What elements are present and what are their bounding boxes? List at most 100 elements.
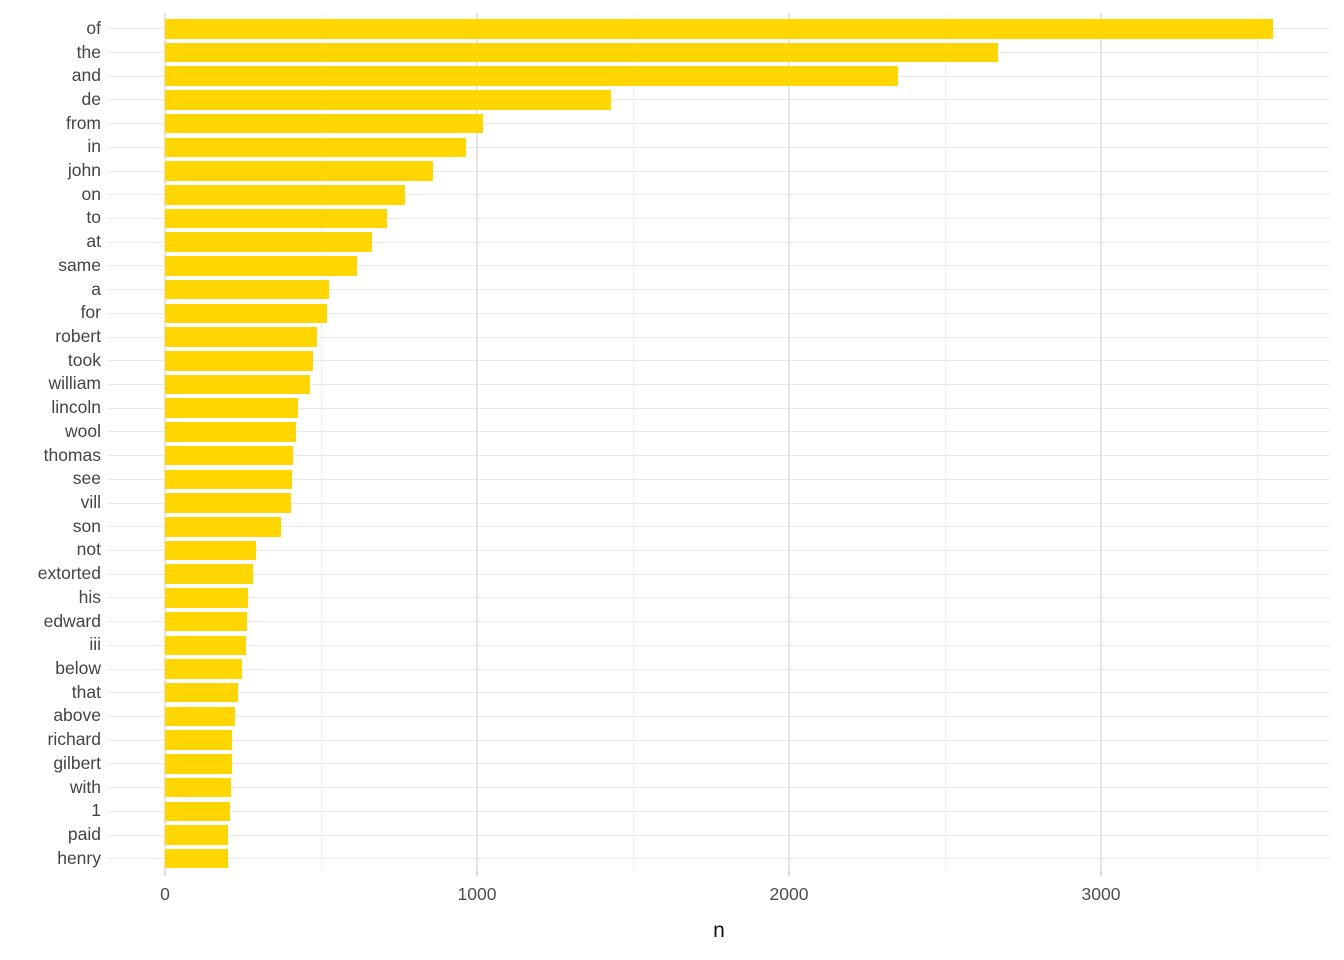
y-axis-label-the: the (76, 41, 101, 62)
bar-1 (165, 801, 230, 822)
gridline-row-de (108, 99, 1330, 101)
bar-above (165, 706, 235, 727)
bar-of (165, 19, 1273, 39)
bar-see (165, 469, 293, 490)
bar-john (165, 161, 434, 181)
y-axis-label-that: that (71, 681, 101, 702)
gridline-row-thomas (108, 455, 1330, 457)
bar-de (165, 90, 612, 110)
x-tick-mark-3000 (1100, 871, 1102, 876)
y-axis-label-robert: robert (55, 326, 101, 347)
gridline-minor-500 (320, 13, 322, 871)
bar-iii (165, 635, 247, 656)
y-axis-label-and: and (71, 65, 101, 86)
bar-from (165, 113, 484, 134)
x-tick-mark-0 (164, 871, 166, 876)
gridline-row-below (108, 668, 1330, 670)
bar-same (165, 256, 357, 276)
y-axis-label-vill: vill (80, 492, 101, 513)
x-tick-mark-2000 (788, 871, 790, 876)
y-axis-label-see: see (72, 468, 101, 489)
gridline-row-see (108, 478, 1330, 480)
y-axis-label-gilbert: gilbert (53, 752, 101, 773)
y-axis-label-john: john (67, 160, 101, 181)
bar-below (165, 659, 243, 679)
y-axis-label-to: to (86, 207, 101, 228)
x-tick-label-2000: 2000 (769, 884, 809, 904)
bar-in (165, 137, 467, 158)
gridline-row-vill (108, 502, 1330, 504)
gridline-row-edward (108, 621, 1330, 623)
y-axis-label-richard: richard (47, 729, 102, 750)
bar-gilbert (165, 754, 233, 774)
gridline-row-not (108, 549, 1330, 551)
bar-son (165, 517, 282, 537)
y-axis-label-his: his (78, 586, 101, 607)
y-axis-label-same: same (58, 254, 101, 275)
y-axis-label-paid: paid (67, 824, 101, 844)
y-axis-label-of: of (86, 17, 101, 38)
bar-not (165, 540, 257, 561)
y-axis-label-wool: wool (65, 420, 101, 441)
x-tick-label-3000: 3000 (1081, 884, 1121, 904)
y-axis-label-1: 1 (91, 800, 101, 821)
gridline-row-extorted (108, 573, 1330, 575)
y-axis-label-thomas: thomas (43, 444, 101, 465)
y-axis-label-edward: edward (43, 610, 101, 631)
bar-with (165, 777, 232, 798)
bar-robert (165, 327, 317, 347)
y-axis-label-not: not (76, 539, 101, 560)
y-axis-label-son: son (72, 515, 101, 536)
gridline-row-on (108, 194, 1330, 196)
y-axis-label-a: a (91, 278, 101, 299)
x-tick-mark-1000 (476, 871, 478, 876)
gridline-row-wool (108, 431, 1330, 433)
y-axis-label-took: took (67, 349, 101, 370)
gridline-major-1000 (476, 13, 478, 871)
bar-at (165, 232, 373, 252)
y-axis-label-de: de (81, 88, 101, 109)
gridline-minor-3500 (1256, 13, 1258, 871)
gridline-row-john (108, 170, 1330, 172)
gridline-row-at (108, 241, 1330, 243)
gridline-row-a (108, 289, 1330, 291)
bar-thomas (165, 445, 294, 466)
bar-vill (165, 493, 292, 513)
gridline-row-took (108, 360, 1330, 362)
y-axis-label-below: below (55, 658, 101, 679)
gridline-row-gilbert (108, 763, 1330, 765)
y-axis-label-at: at (86, 231, 101, 252)
gridline-row-richard (108, 739, 1330, 741)
gridline-row-same (108, 265, 1330, 267)
bar-henry (165, 848, 229, 869)
gridline-row-lincoln (108, 407, 1330, 409)
x-axis-title: n (713, 919, 725, 942)
y-axis-label-iii: iii (89, 634, 101, 655)
x-tick-label-1000: 1000 (457, 884, 497, 904)
y-axis-label-extorted: extorted (37, 563, 101, 584)
bar-his (165, 588, 248, 608)
gridline-row-his (108, 597, 1330, 599)
gridline-major-3000 (1100, 13, 1102, 871)
gridline-minor-2500 (944, 13, 946, 871)
gridline-major-0 (164, 13, 166, 871)
bar-took (165, 351, 313, 371)
gridline-row-son (108, 526, 1330, 528)
bar-william (165, 374, 311, 395)
bar-and (165, 66, 899, 86)
gridline-major-2000 (788, 13, 790, 871)
gridline-row-above (108, 715, 1330, 717)
gridline-row-to (108, 217, 1330, 219)
bar-richard (165, 730, 233, 750)
y-axis-label-from: from (66, 112, 101, 133)
gridline-row-paid (108, 834, 1330, 836)
gridline-row-for (108, 312, 1330, 314)
y-axis-label-henry: henry (57, 847, 101, 868)
bar-lincoln (165, 398, 298, 418)
gridline-minor-1500 (632, 13, 634, 871)
gridline-row-1 (108, 810, 1330, 812)
bar-for (165, 303, 328, 324)
bar-paid (165, 825, 229, 845)
y-axis-label-above: above (53, 705, 101, 726)
